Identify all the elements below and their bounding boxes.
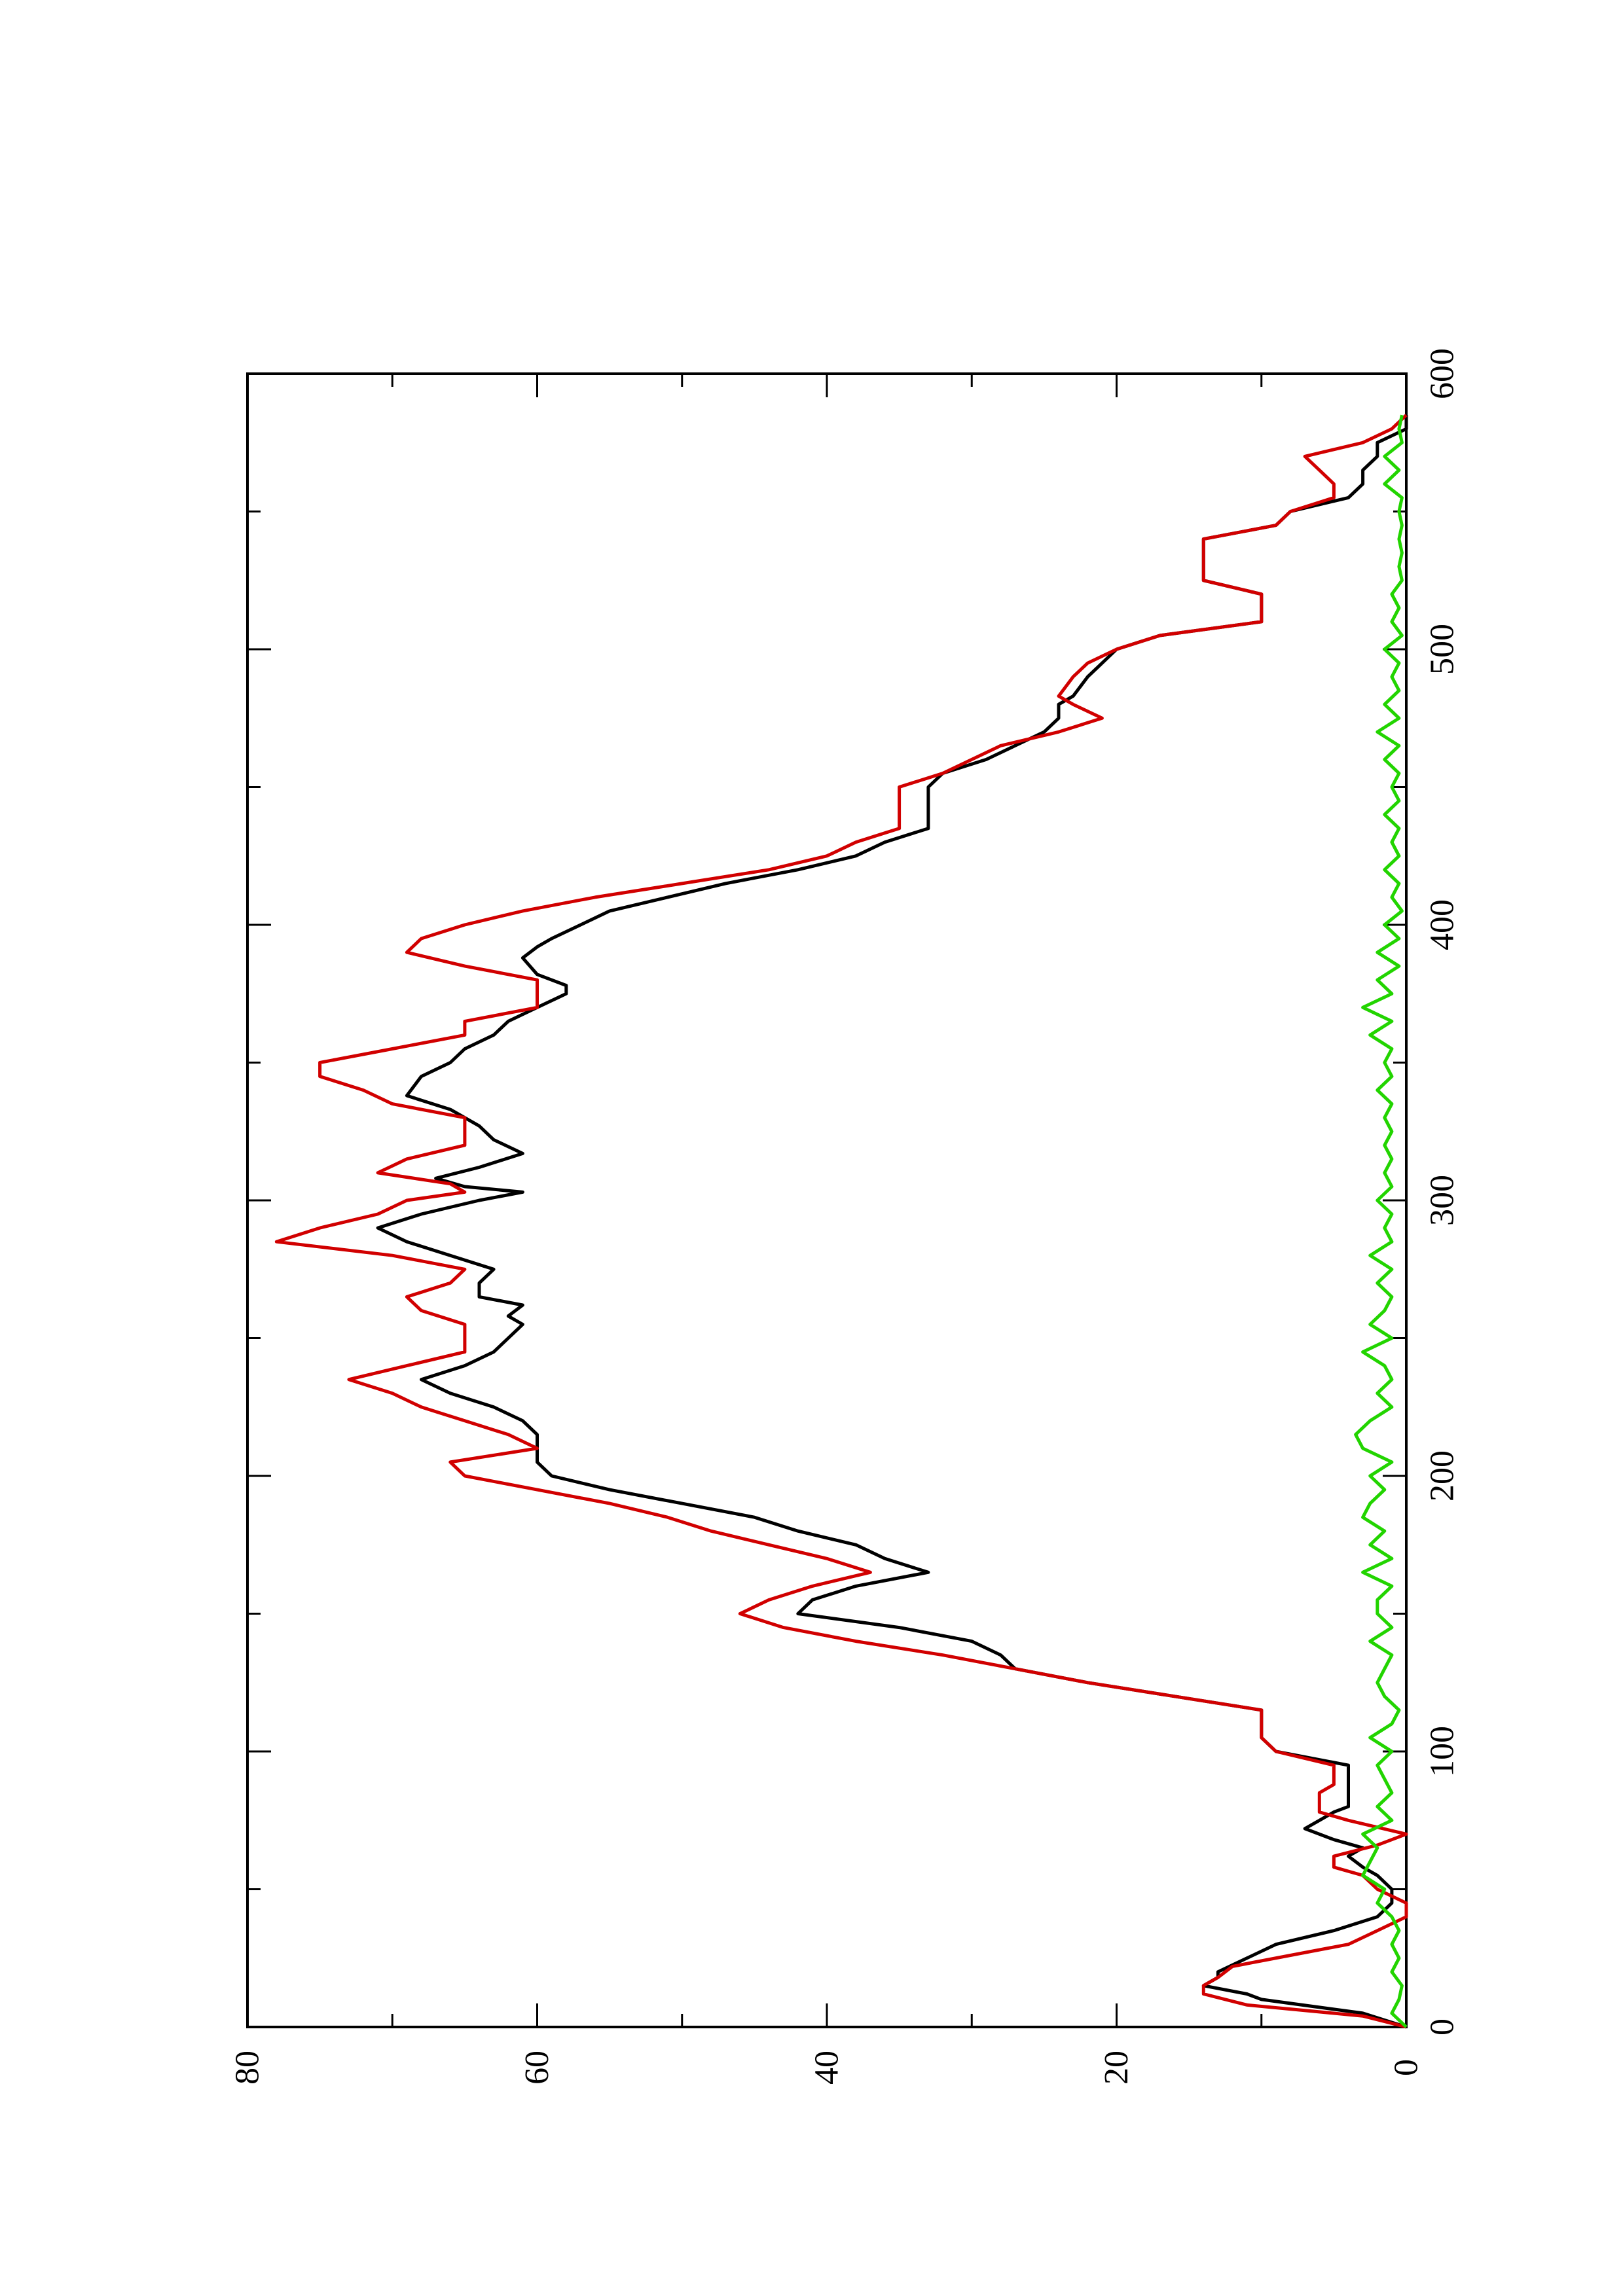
x-tick-label: 400 — [1424, 899, 1461, 950]
series-line-1 — [376, 415, 1408, 2029]
x-tick-label: 500 — [1424, 624, 1461, 675]
axis-ticks — [246, 372, 1408, 2028]
x-tick-label: 300 — [1424, 1175, 1461, 1226]
series-line-2 — [274, 414, 1408, 2029]
x-tick-label: 100 — [1424, 1726, 1461, 1777]
y-tick-label: 80 — [229, 2051, 266, 2085]
x-tick-label: 0 — [1424, 2018, 1461, 2036]
series-line-3 — [1354, 414, 1408, 2028]
data-series — [274, 414, 1408, 2029]
y-tick-label: 0 — [1388, 2059, 1425, 2076]
y-tick-label: 40 — [809, 2051, 846, 2085]
x-tick-label: 600 — [1424, 348, 1461, 399]
y-tick-label: 60 — [519, 2051, 556, 2085]
plot-frame — [246, 372, 1408, 2028]
x-tick-label: 200 — [1424, 1450, 1461, 1501]
y-tick-label: 20 — [1098, 2051, 1135, 2085]
tick-labels: 0 100 200 300 400 500 600 0 20 40 60 80 — [229, 348, 1461, 2085]
